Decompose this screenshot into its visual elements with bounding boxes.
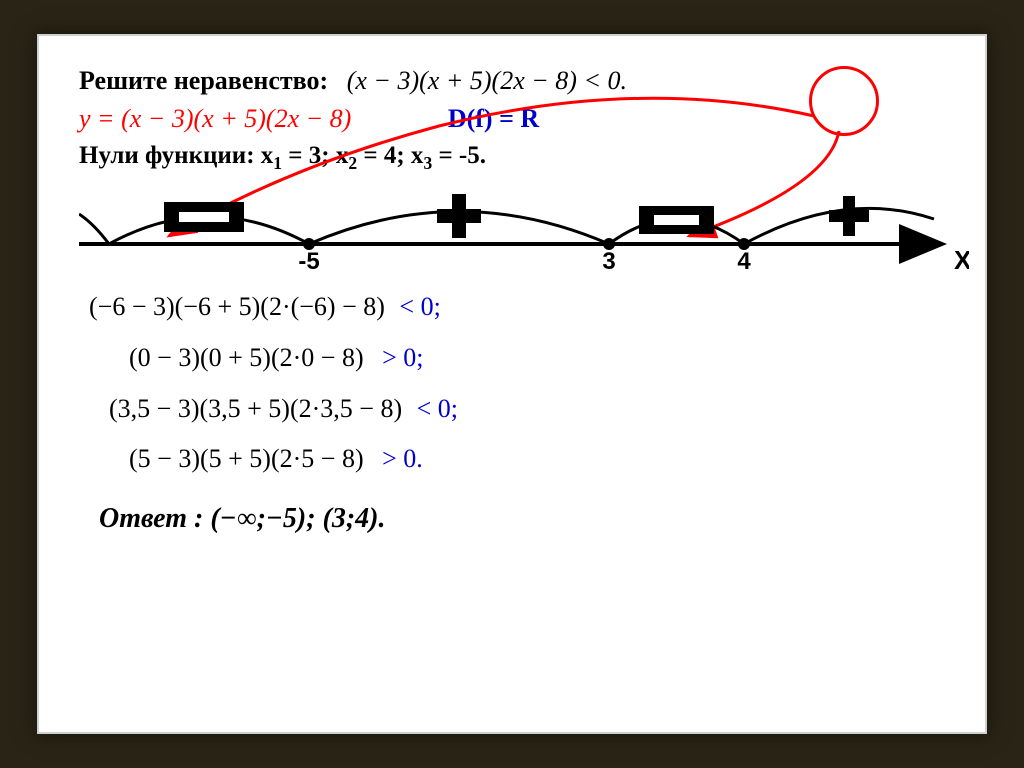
test-3-cmp: < 0; xyxy=(417,394,458,423)
slide: Решите неравенство: (x − 3)(x + 5)(2x − … xyxy=(37,34,987,734)
svg-text:X: X xyxy=(954,245,969,275)
domain-text: D(f) = R xyxy=(448,104,539,133)
test-1: (−6 − 3)(−6 + 5)(2·(−6) − 8) < 0; xyxy=(89,284,945,331)
answer-line: Ответ : (−∞;−5); (3;4). xyxy=(99,503,945,535)
test-1-cmp: < 0; xyxy=(399,292,440,321)
svg-text:4: 4 xyxy=(737,248,751,275)
test-4-cmp: > 0. xyxy=(382,444,423,473)
number-line-diagram: -5 3 4 X xyxy=(79,184,969,274)
zeros-line: Нули функции: x1 = 3; x2 = 4; x3 = -5. xyxy=(79,142,945,174)
svg-text:-5: -5 xyxy=(298,248,319,275)
svg-text:3: 3 xyxy=(602,248,615,275)
answer-label: Ответ xyxy=(99,503,187,534)
test-2: (0 − 3)(0 + 5)(2·0 − 8) > 0; xyxy=(129,335,945,382)
highlight-circle xyxy=(809,66,879,136)
number-line-svg: -5 3 4 X xyxy=(79,184,969,279)
test-4: (5 − 3)(5 + 5)(2·5 − 8) > 0. xyxy=(129,436,945,483)
inequality-expr: (x − 3)(x + 5)(2x − 8) < 0. xyxy=(347,66,627,95)
function-def: y = (x − 3)(x + 5)(2x − 8) xyxy=(79,104,358,133)
title-prefix: Решите неравенство: xyxy=(79,66,328,95)
zeros-label: Нули функции: x1 = 3; x2 = 4; x3 = -5. xyxy=(79,142,486,169)
test-calculations: (−6 − 3)(−6 + 5)(2·(−6) − 8) < 0; (0 − 3… xyxy=(79,284,945,483)
answer-value: : (−∞;−5); (3;4). xyxy=(187,503,386,534)
test-2-cmp: > 0; xyxy=(382,343,423,372)
test-3: (3,5 − 3)(3,5 + 5)(2·3,5 − 8) < 0; xyxy=(109,386,945,433)
